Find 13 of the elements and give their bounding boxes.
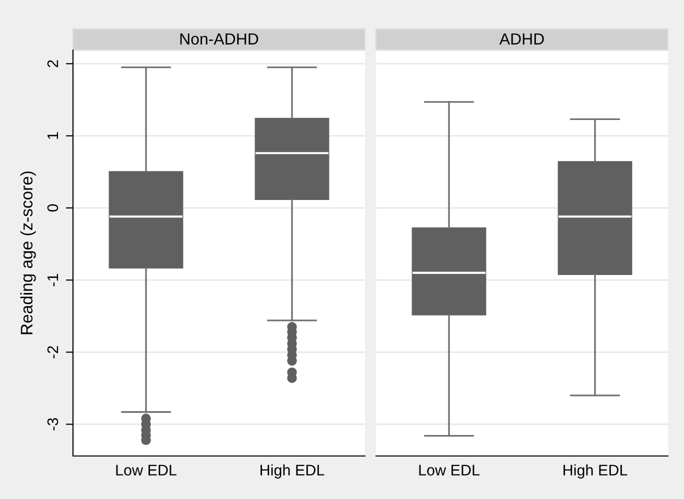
x-tick-label: High EDL	[260, 464, 324, 479]
y-tick-label: -2	[47, 346, 58, 358]
chart-title: ADHD	[499, 33, 544, 44]
y-tick-label: -1	[48, 274, 58, 286]
y-tick-label: 2	[47, 60, 58, 68]
x-tick-label: Low EDL	[419, 464, 480, 476]
x-tick-label: Low EDL	[116, 464, 176, 476]
x-tick-label: High EDL	[564, 464, 628, 479]
y-tick-label: 0	[47, 204, 58, 212]
y-tick-label: -3	[47, 418, 58, 430]
y-tick-label: 1	[48, 132, 58, 139]
chart-title: Non-ADHD	[180, 33, 258, 45]
y-axis-title: Reading age (z-score)	[20, 172, 36, 334]
